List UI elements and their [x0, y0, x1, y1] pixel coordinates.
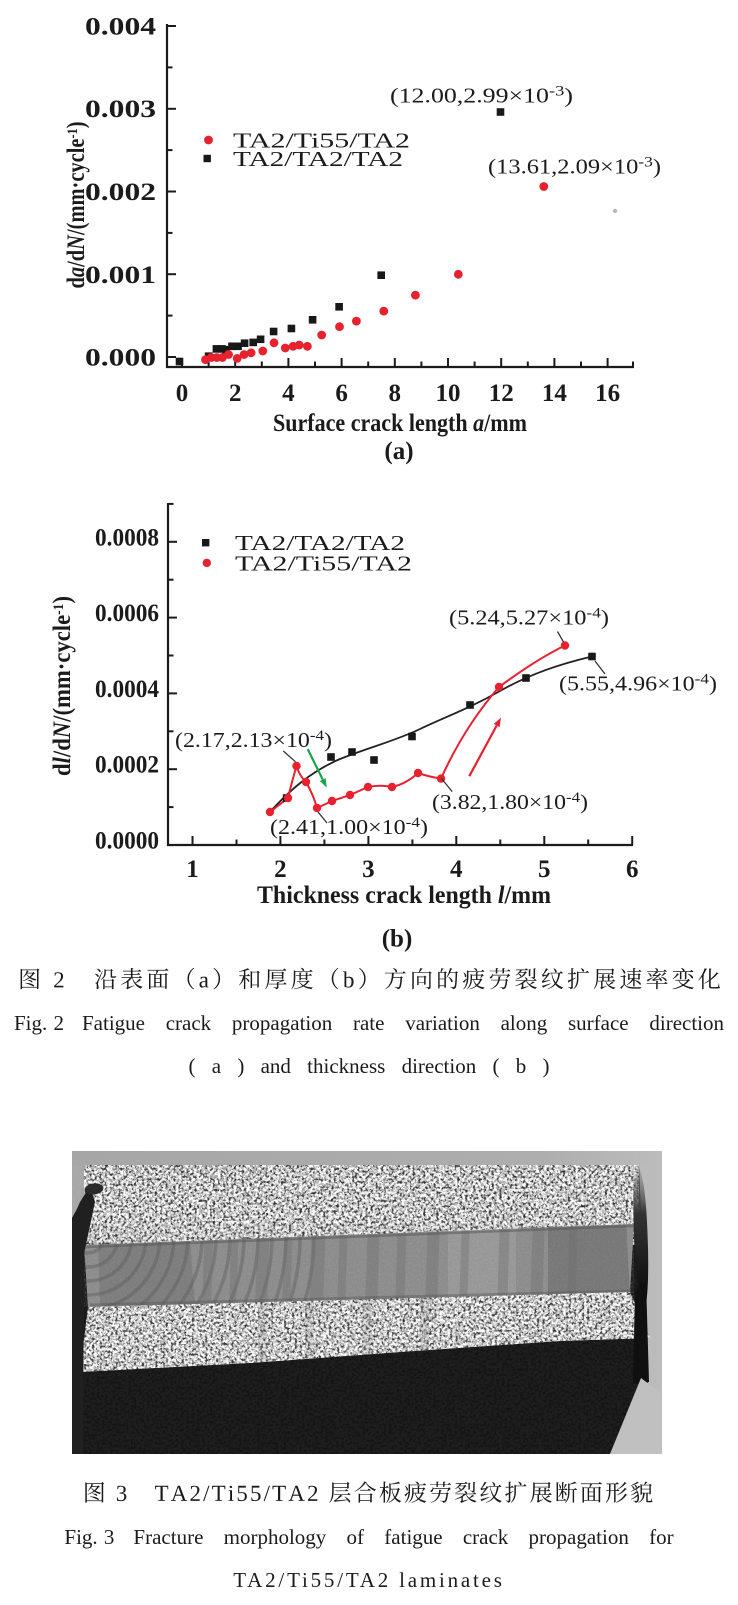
svg-text:TA2/Ti55/TA2: TA2/Ti55/TA2 [235, 551, 412, 575]
svg-text:4: 4 [450, 856, 463, 883]
svg-text:dl/dN/(mm·cycle-1): dl/dN/(mm·cycle-1) [49, 596, 76, 776]
svg-text:0.000: 0.000 [85, 345, 156, 372]
svg-text:(a): (a) [384, 438, 413, 465]
svg-text:0.0008: 0.0008 [95, 524, 159, 551]
svg-text:(5.24,5.27×10-4): (5.24,5.27×10 -4) [449, 606, 609, 630]
svg-text:(3.82,1.80×10-4): (3.82,1.80×10 -4) [432, 790, 588, 814]
svg-text:10: 10 [436, 380, 461, 407]
svg-text:0.0004: 0.0004 [95, 676, 159, 703]
svg-text:Thickness crack length l/mm: Thickness crack length l/mm [257, 882, 551, 909]
svg-text:8: 8 [389, 380, 402, 407]
svg-text:16: 16 [595, 380, 620, 407]
svg-text:TA2/Ti55/TA2: TA2/Ti55/TA2 [233, 128, 410, 152]
svg-text:0.003: 0.003 [85, 96, 156, 123]
svg-text:12: 12 [489, 380, 514, 407]
svg-text:2: 2 [274, 856, 287, 883]
svg-text:(b): (b) [382, 926, 413, 953]
svg-text:0.0006: 0.0006 [95, 600, 159, 627]
svg-text:(12.00,2.99×10-3): (12.00,2.99×10 -3) [390, 84, 573, 108]
svg-text:14: 14 [542, 380, 568, 407]
svg-text:0.004: 0.004 [85, 14, 157, 41]
svg-text:0: 0 [176, 380, 189, 407]
svg-text:6: 6 [626, 856, 639, 883]
svg-text:0.0002: 0.0002 [95, 752, 159, 779]
svg-text:0.0000: 0.0000 [95, 828, 159, 855]
svg-text:(5.55,4.96×10-4): (5.55,4.96×10 -4) [559, 672, 717, 696]
svg-text:0.001: 0.001 [85, 262, 156, 289]
svg-text:1: 1 [186, 856, 199, 883]
svg-text:(2.17,2.13×10-4): (2.17,2.13×10 -4) [175, 728, 332, 752]
svg-text:TA2/TA2/TA2: TA2/TA2/TA2 [233, 147, 403, 171]
svg-text:5: 5 [538, 856, 551, 883]
svg-text:(2.41,1.00×10-4): (2.41,1.00×10 -4) [270, 815, 428, 839]
svg-text:2: 2 [229, 380, 242, 407]
svg-text:4: 4 [282, 380, 295, 407]
svg-text:da/dN/(mm·cycle-1): da/dN/(mm·cycle-1) [63, 121, 90, 288]
svg-text:(13.61,2.09×10-3): (13.61,2.09×10 -3) [488, 155, 661, 179]
svg-text:Surface crack length a/mm: Surface crack length a/mm [273, 410, 527, 437]
svg-text:0.002: 0.002 [85, 179, 156, 206]
svg-text:3: 3 [362, 856, 375, 883]
svg-text:6: 6 [335, 380, 348, 407]
svg-text:TA2/TA2/TA2: TA2/TA2/TA2 [235, 531, 405, 555]
